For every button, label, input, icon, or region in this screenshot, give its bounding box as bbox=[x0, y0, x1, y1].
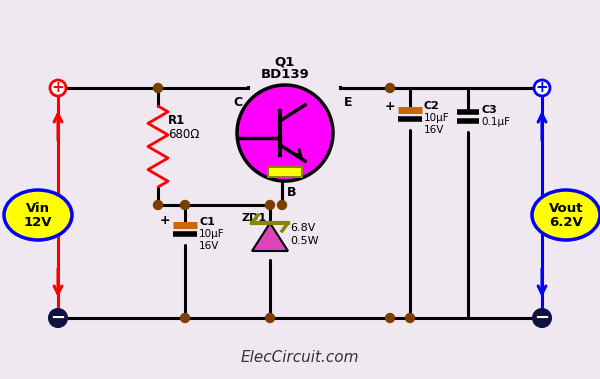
Text: C: C bbox=[233, 96, 242, 108]
Circle shape bbox=[237, 85, 333, 181]
Text: 16V: 16V bbox=[424, 125, 445, 135]
Ellipse shape bbox=[4, 190, 72, 240]
Circle shape bbox=[538, 83, 547, 92]
Circle shape bbox=[49, 309, 67, 327]
Text: 0.1μF: 0.1μF bbox=[481, 117, 510, 127]
Text: C2: C2 bbox=[424, 101, 440, 111]
Text: 10μF: 10μF bbox=[199, 229, 224, 239]
Text: Vin: Vin bbox=[26, 202, 50, 215]
Text: +: + bbox=[160, 215, 170, 227]
Text: BD139: BD139 bbox=[260, 67, 310, 80]
Text: +: + bbox=[536, 80, 548, 96]
Text: +: + bbox=[52, 80, 64, 96]
Circle shape bbox=[154, 200, 163, 210]
Circle shape bbox=[265, 313, 275, 323]
Circle shape bbox=[53, 83, 62, 92]
Text: −: − bbox=[535, 309, 550, 327]
Text: Q1: Q1 bbox=[275, 55, 295, 69]
Circle shape bbox=[50, 80, 66, 96]
Circle shape bbox=[534, 80, 550, 96]
Text: B: B bbox=[287, 186, 297, 199]
Circle shape bbox=[154, 83, 163, 92]
Text: 6.2V: 6.2V bbox=[549, 216, 583, 229]
Text: −: − bbox=[50, 309, 65, 327]
Text: C3: C3 bbox=[481, 105, 497, 115]
Text: ZD1: ZD1 bbox=[242, 213, 267, 223]
Text: 12V: 12V bbox=[24, 216, 52, 229]
Circle shape bbox=[538, 313, 547, 323]
Circle shape bbox=[53, 313, 62, 323]
Text: 0.5W: 0.5W bbox=[290, 236, 319, 246]
Ellipse shape bbox=[532, 190, 600, 240]
Text: E: E bbox=[344, 96, 352, 108]
Circle shape bbox=[406, 313, 415, 323]
Text: R1: R1 bbox=[168, 113, 185, 127]
Circle shape bbox=[533, 309, 551, 327]
Circle shape bbox=[386, 83, 395, 92]
Circle shape bbox=[265, 200, 275, 210]
Text: 10μF: 10μF bbox=[424, 113, 449, 123]
Text: 680Ω: 680Ω bbox=[168, 127, 199, 141]
Text: ElecCircuit.com: ElecCircuit.com bbox=[241, 351, 359, 365]
Circle shape bbox=[181, 313, 190, 323]
Text: C1: C1 bbox=[199, 217, 215, 227]
Text: 6.8V: 6.8V bbox=[290, 223, 316, 233]
Circle shape bbox=[277, 200, 287, 210]
Bar bbox=[268, 167, 302, 177]
Circle shape bbox=[181, 200, 190, 210]
Text: 16V: 16V bbox=[199, 241, 220, 251]
Polygon shape bbox=[252, 223, 288, 251]
Circle shape bbox=[386, 313, 395, 323]
Text: Vout: Vout bbox=[549, 202, 583, 215]
Text: +: + bbox=[385, 100, 395, 113]
